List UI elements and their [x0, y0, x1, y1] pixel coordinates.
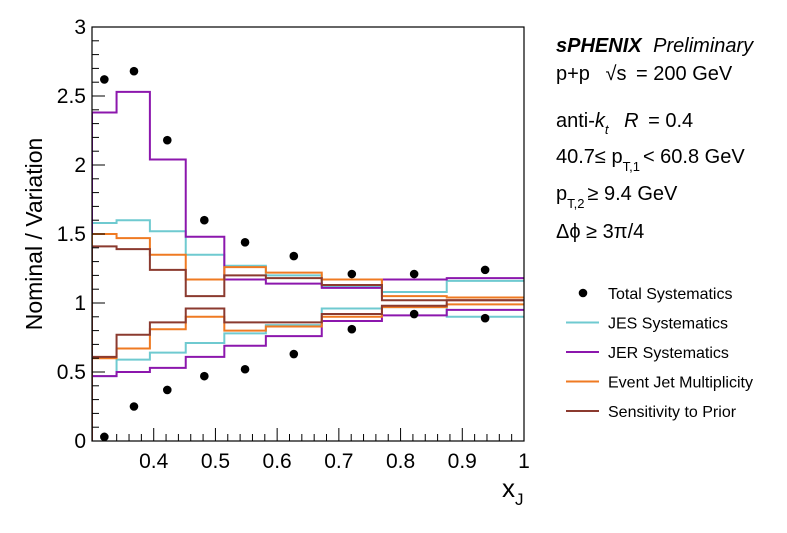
plot-frame	[91, 26, 525, 442]
jet-t: t	[605, 122, 610, 137]
info-block: sPHENIX Preliminary p+p √s = 200 GeV ant…	[556, 35, 754, 243]
total-systematics-legend-label: Total Systematics	[608, 286, 732, 303]
total-systematics-point	[200, 371, 209, 381]
total-systematics-legend-marker	[578, 288, 588, 298]
jer-systematics-legend-label: JER Systematics	[608, 345, 729, 362]
jes-systematics-legend-label: JES Systematics	[608, 316, 728, 333]
total-systematics-point	[289, 349, 299, 359]
total-systematics-point	[240, 364, 250, 374]
subleading-jet-pt: pT,2 ≥ 9.4 GeV	[556, 183, 678, 211]
x-tick-label: 0.5	[201, 450, 230, 473]
y-tick-label: 0.5	[57, 361, 86, 384]
tick-labels: 0.4 0.5 0.6 0.7 0.8 0.9 1 0 0.5 1 1.5 2 2.5 3	[57, 16, 530, 473]
y-tick-label: 2.5	[57, 85, 86, 108]
jes-systematics-upper-line	[92, 219, 524, 441]
event-jet-multiplicity-legend-label: Event Jet Multiplicity	[608, 375, 753, 392]
x-tick-label: 0.8	[386, 450, 415, 473]
total-systematics-point	[129, 66, 139, 76]
event-jet-multiplicity-upper-line	[92, 233, 524, 441]
total-systematics-point	[347, 269, 357, 279]
collision-system-label: p+p	[556, 63, 590, 85]
experiment-label: sPHENIX Preliminary	[556, 35, 754, 57]
jet-algo-prefix: anti-	[556, 110, 595, 132]
jet-algorithm: anti-kt R = 0.4	[556, 110, 693, 139]
total-systematics-point	[480, 265, 490, 275]
x-axis-title-sub: J	[515, 490, 524, 509]
pt1-suffix: < 60.8 GeV	[643, 146, 745, 168]
series-layer	[92, 90, 524, 441]
total-systematics-point	[240, 237, 250, 247]
total-systematics-point	[409, 269, 419, 279]
pt1-sub: T,1	[623, 159, 640, 174]
energy-value: = 200 GeV	[636, 63, 733, 85]
y-tick-label: 3	[74, 16, 86, 39]
jet-k: k	[595, 110, 606, 132]
pt2-prefix: p	[556, 183, 567, 205]
jet-radius-value: = 0.4	[648, 110, 693, 132]
sensitivity-to-prior-upper-line	[92, 245, 524, 441]
jer-systematics-upper-line	[92, 90, 524, 441]
sensitivity-to-prior-legend-label: Sensitivity to Prior	[608, 404, 737, 421]
total-systematics-point	[409, 309, 419, 319]
delta-phi-cut: Δϕ ≥ 3π/4	[556, 221, 644, 243]
x-tick-label: 0.7	[324, 450, 353, 473]
y-tick-label: 0	[74, 430, 86, 453]
x-axis-title-main: x	[502, 473, 515, 503]
y-tick-label: 2	[74, 154, 86, 177]
x-tick-label: 0.6	[263, 450, 292, 473]
total-systematics-point	[162, 385, 172, 395]
pt2-sub: T,2	[567, 196, 584, 211]
x-tick-label: 0.9	[448, 450, 477, 473]
total-systematics-point	[200, 215, 209, 225]
y-axis-title: Nominal / Variation	[21, 138, 47, 331]
ticks-layer	[91, 26, 525, 442]
y-tick-label: 1	[74, 292, 86, 315]
total-systematics-point	[129, 402, 139, 411]
points-layer	[100, 66, 490, 442]
total-systematics-point	[289, 251, 299, 261]
sensitivity-to-prior-lower-line	[92, 299, 524, 441]
collision-system: p+p √s = 200 GeV	[556, 63, 733, 85]
sqrt-s-symbol: √s	[606, 63, 627, 85]
legend: Total Systematics JES Systematics JER Syst…	[566, 286, 753, 421]
jet-radius-symbol: R	[624, 110, 638, 132]
leading-jet-pt: 40.7≤ pT,1 < 60.8 GeV	[556, 146, 745, 174]
pt2-suffix: ≥ 9.4 GeV	[587, 183, 678, 205]
total-systematics-point	[480, 313, 490, 323]
y-tick-label: 1.5	[57, 223, 86, 246]
x-tick-label: 0.4	[139, 450, 169, 473]
total-systematics-point	[162, 135, 172, 145]
pt1-prefix: 40.7≤ p	[556, 146, 623, 168]
total-systematics-point	[100, 75, 109, 84]
x-axis-title: xJ	[502, 473, 524, 509]
preliminary-label: Preliminary	[653, 35, 754, 57]
total-systematics-point	[347, 324, 357, 334]
x-tick-label: 1	[518, 450, 530, 473]
experiment-name: sPHENIX	[556, 35, 643, 57]
